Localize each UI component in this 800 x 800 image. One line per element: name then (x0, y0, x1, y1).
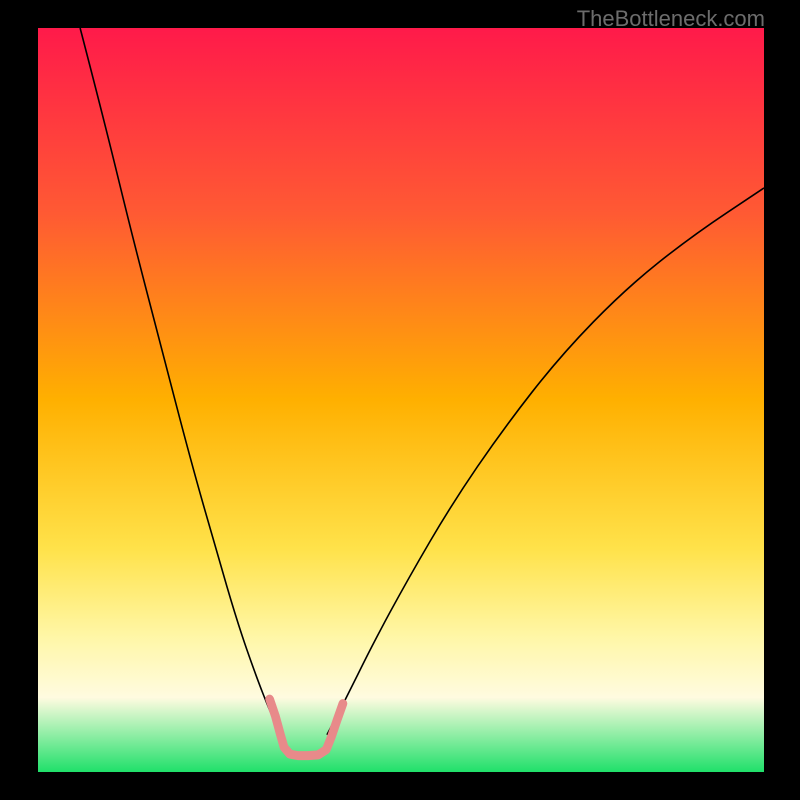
plot-gradient-area (38, 28, 764, 772)
watermark-text: TheBottleneck.com (577, 6, 765, 32)
curve-right-branch (327, 188, 764, 735)
valley-marker-dots (270, 699, 343, 756)
curve-svg-layer (38, 28, 764, 772)
chart-frame: TheBottleneck.com (0, 0, 800, 800)
curve-left-branch (80, 28, 281, 735)
